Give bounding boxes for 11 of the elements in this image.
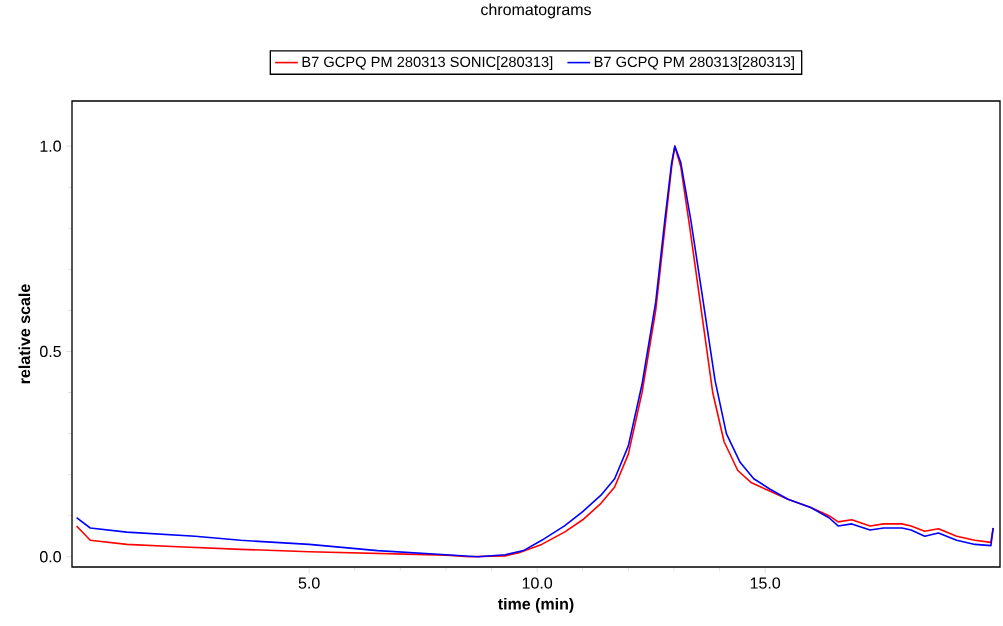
y-tick-label: 1.0 (40, 140, 61, 152)
y-tick-label: 0.0 (39, 551, 61, 563)
y-tick-label: 0.5 (39, 345, 61, 358)
x-tick-label: 15.0 (750, 577, 781, 589)
x-tick-label: 10.0 (522, 577, 553, 589)
y-axis-title: relative scale (18, 284, 31, 384)
legend-label: B7 GCPQ PM 280313 SONIC[280313] (302, 56, 553, 70)
chart-title: chromatograms (481, 3, 591, 19)
x-axis-title: time (min) (497, 597, 574, 613)
x-tick-label: 5.0 (298, 577, 320, 589)
legend-label: B7 GCPQ PM 280313[280313] (594, 56, 794, 70)
